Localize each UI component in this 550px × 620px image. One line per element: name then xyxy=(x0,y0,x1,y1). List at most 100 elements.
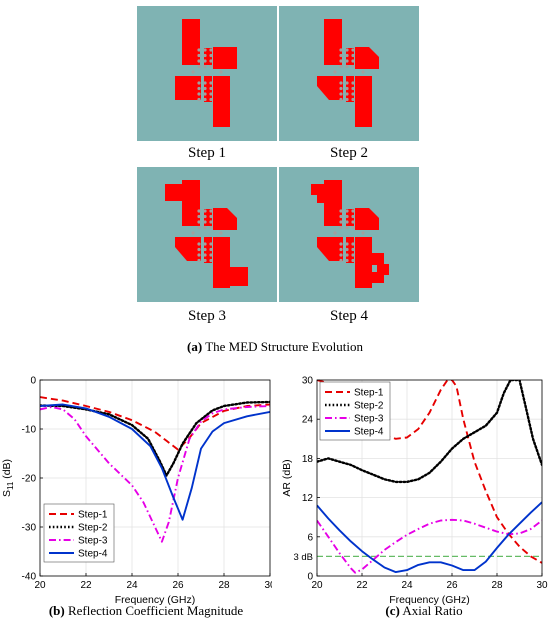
via xyxy=(339,220,343,224)
via xyxy=(209,214,213,219)
ar-x-axis-label: Frequency (GHz) xyxy=(389,594,470,606)
via xyxy=(351,258,355,263)
parasitic-patch xyxy=(311,184,324,195)
caption-b-text: Reflection Coefficient Magnitude xyxy=(67,603,244,618)
via xyxy=(351,97,355,102)
via xyxy=(333,231,337,235)
step-1-label: Step 1 xyxy=(188,145,226,161)
ar-y-tick-label: 12 xyxy=(302,493,314,504)
via xyxy=(203,64,207,69)
structure-panel-step-2 xyxy=(279,6,419,141)
via xyxy=(197,92,201,96)
s11-series-1-line xyxy=(40,396,270,451)
via xyxy=(197,253,201,257)
left-arm xyxy=(175,76,201,100)
via xyxy=(209,247,213,252)
via xyxy=(351,242,355,246)
via xyxy=(351,247,355,252)
right-arm xyxy=(213,208,237,230)
via xyxy=(203,209,207,213)
via xyxy=(339,64,343,69)
parasitic-patch xyxy=(372,272,384,283)
via xyxy=(333,70,337,74)
s11-legend-label-1: Step-1 xyxy=(78,510,108,521)
via xyxy=(203,97,207,102)
via xyxy=(197,81,201,85)
caption-c-letter: (c) xyxy=(385,603,400,618)
ar-x-tick-label: 30 xyxy=(536,580,548,591)
via xyxy=(345,258,349,263)
via xyxy=(345,81,349,85)
via xyxy=(203,225,207,230)
top-arm xyxy=(182,19,200,65)
via xyxy=(197,225,201,230)
s11-legend-label-2: Step-2 xyxy=(78,523,108,534)
caption-a: (a) The MED Structure Evolution xyxy=(0,339,550,355)
step-1-geometry xyxy=(175,19,237,127)
via xyxy=(203,59,207,63)
s11-x-tick-label: 28 xyxy=(218,580,230,591)
via xyxy=(351,225,355,230)
via xyxy=(197,59,201,63)
ar-annotation: 3 dB xyxy=(293,552,313,563)
left-arm xyxy=(317,237,343,261)
via xyxy=(209,220,213,224)
via xyxy=(339,86,343,91)
via xyxy=(339,242,343,246)
parasitic-patch xyxy=(317,193,328,203)
via xyxy=(209,86,213,91)
s11-x-tick-label: 24 xyxy=(126,580,138,591)
via xyxy=(339,81,343,85)
caption-c-text: Axial Ratio xyxy=(402,603,463,618)
via xyxy=(219,70,223,74)
via xyxy=(339,209,343,213)
via xyxy=(351,214,355,219)
via xyxy=(351,81,355,85)
via xyxy=(197,48,201,52)
center-top-strip xyxy=(346,209,354,226)
s11-legend: Step-1 Step-2 Step-3 Step-4 xyxy=(43,503,115,563)
via xyxy=(203,214,207,219)
via xyxy=(345,209,349,213)
right-arm xyxy=(355,47,379,69)
caption-a-text: The MED Structure Evolution xyxy=(205,339,363,354)
s11-y-axis-label: S11 (dB) xyxy=(1,459,15,497)
s11-x-tick-label: 30 xyxy=(264,580,272,591)
via xyxy=(345,53,349,58)
via xyxy=(197,64,201,69)
left-arm xyxy=(175,237,201,261)
via xyxy=(203,258,207,263)
center-top-strip xyxy=(204,48,212,65)
left-arm xyxy=(317,76,343,100)
ar-x-tick-label: 24 xyxy=(401,580,413,591)
via xyxy=(339,59,343,63)
center-bottom-strip xyxy=(346,237,354,263)
via xyxy=(191,70,195,74)
s11-y-tick-label: 0 xyxy=(30,376,36,387)
s11-x-tick-label: 22 xyxy=(80,580,92,591)
via xyxy=(203,253,207,257)
via xyxy=(339,225,343,230)
via xyxy=(203,92,207,96)
center-bottom-strip xyxy=(204,76,212,102)
bottom-arm xyxy=(355,237,372,288)
caption-a-letter: (a) xyxy=(187,339,203,354)
via xyxy=(351,92,355,96)
ar-legend-label-1: Step-1 xyxy=(354,388,384,399)
via xyxy=(209,242,213,246)
via xyxy=(339,48,343,52)
via xyxy=(345,59,349,63)
s11-chart: 20 22 24 26 28 30 -40 -30 -20 -10 0 Frequency (GHz)… xyxy=(1,376,272,607)
structure-panel-step-4 xyxy=(279,167,419,302)
via xyxy=(345,97,349,102)
via xyxy=(351,253,355,257)
s11-y-axis-label-main: S xyxy=(1,490,13,497)
s11-y-tick-label: -40 xyxy=(22,572,37,583)
via xyxy=(209,48,213,52)
via xyxy=(203,242,207,246)
via xyxy=(339,53,343,58)
parasitic-patch xyxy=(372,253,384,265)
via xyxy=(361,70,365,74)
s11-y-axis-label-unit: (dB) xyxy=(1,459,13,482)
via xyxy=(351,48,355,52)
